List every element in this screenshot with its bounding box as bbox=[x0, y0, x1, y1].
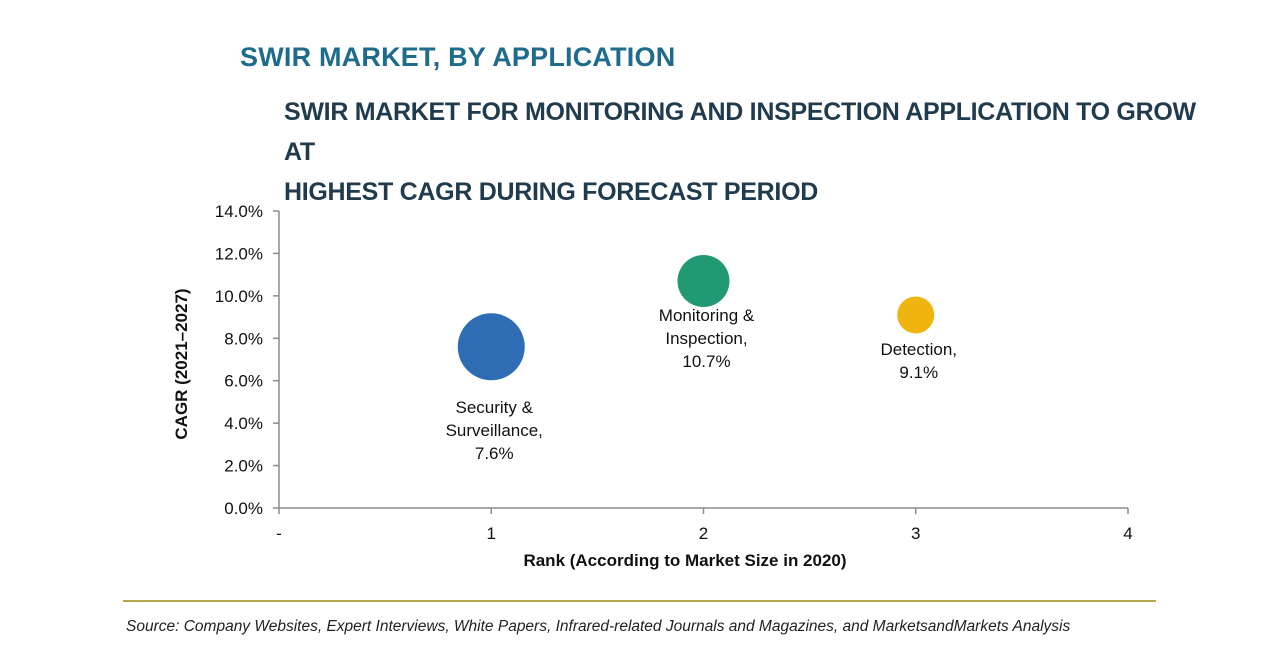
bubble-chart: 0.0% 2.0% 4.0% 6.0% 8.0% 10.0% 12.0% 14.0% - 1 2 3 4… bbox=[172, 202, 1133, 570]
chart-subtitle: SWIR MARKET FOR MONITORING AND INSPECTIO… bbox=[284, 92, 1204, 212]
x-tick-label: 3 bbox=[911, 524, 920, 543]
y-tick-label: 4.0% bbox=[224, 414, 263, 433]
y-tick-label: 0.0% bbox=[224, 499, 263, 518]
data-label: 9.1% bbox=[899, 363, 938, 382]
x-tick-label: 2 bbox=[699, 524, 708, 543]
data-label: Detection, bbox=[880, 340, 957, 359]
y-tick-label: 12.0% bbox=[215, 244, 263, 263]
y-tick-label: 2.0% bbox=[224, 457, 263, 476]
source-divider bbox=[123, 600, 1156, 602]
x-tick-label: - bbox=[276, 524, 282, 543]
chart-title: SWIR MARKET, BY APPLICATION bbox=[240, 42, 676, 72]
data-label: Monitoring & bbox=[659, 306, 755, 325]
source-note: Source: Company Websites, Expert Intervi… bbox=[126, 618, 1071, 635]
bubble-security-surveillance bbox=[457, 313, 525, 381]
data-label: Surveillance, bbox=[446, 421, 543, 440]
subtitle-line-1: SWIR MARKET FOR MONITORING AND INSPECTIO… bbox=[284, 98, 1196, 166]
data-label: 10.7% bbox=[682, 352, 730, 371]
y-tick-label: 10.0% bbox=[215, 287, 263, 306]
x-axis-title: Rank (According to Market Size in 2020) bbox=[523, 551, 846, 570]
data-label: 7.6% bbox=[475, 444, 514, 463]
bubble-monitoring-inspection bbox=[677, 255, 730, 308]
y-tick-label: 8.0% bbox=[224, 329, 263, 348]
data-label: Inspection, bbox=[665, 329, 747, 348]
subtitle-line-2: HIGHEST CAGR DURING FORECAST PERIOD bbox=[284, 178, 818, 206]
y-axis-title: CAGR (2021–2027) bbox=[172, 288, 191, 439]
y-tick-label: 14.0% bbox=[215, 202, 263, 221]
y-tick-label: 6.0% bbox=[224, 372, 263, 391]
x-tick-label: 4 bbox=[1123, 524, 1132, 543]
x-tick-label: 1 bbox=[487, 524, 496, 543]
bubble-detection bbox=[897, 296, 935, 334]
data-label: Security & bbox=[456, 398, 534, 417]
